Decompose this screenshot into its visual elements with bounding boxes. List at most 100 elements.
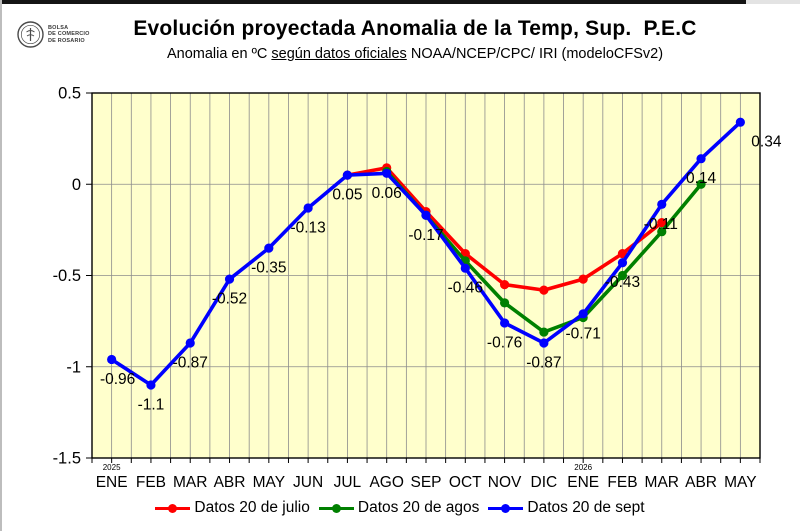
svg-text:ENE: ENE xyxy=(567,474,599,491)
svg-text:-0.5: -0.5 xyxy=(53,267,81,285)
svg-text:NOV: NOV xyxy=(488,474,522,491)
x-axis-labels: ENE FEB MAR ABR MAY JUN JUL AGO SEP OCT NOV DIC ENE F… xyxy=(96,474,757,491)
window-top-edge xyxy=(0,0,746,4)
svg-text:FEB: FEB xyxy=(136,474,166,491)
svg-text:-0.87: -0.87 xyxy=(526,355,561,372)
legend-item-agos: Datos 20 de agos xyxy=(318,499,480,517)
series-2-point xyxy=(499,318,510,328)
series-2-point xyxy=(185,338,195,348)
svg-text:MAR: MAR xyxy=(173,474,207,491)
subtitle-suffix: NOAA/NCEP/CPC/ IRI (modeloCFSv2) xyxy=(406,46,664,62)
svg-text:JUL: JUL xyxy=(334,474,362,491)
series-2 xyxy=(107,117,745,390)
series-2-point xyxy=(696,154,706,164)
grid-lines xyxy=(92,93,760,458)
year-labels: 2025 2026 xyxy=(103,463,593,472)
svg-text:ABR: ABR xyxy=(214,474,246,491)
legend-item-julio: Datos 20 de julio xyxy=(155,499,310,517)
legend-label-agos: Datos 20 de agos xyxy=(357,499,480,516)
window-left-edge xyxy=(0,0,2,531)
svg-text:DIC: DIC xyxy=(531,474,558,491)
svg-text:-0.87: -0.87 xyxy=(173,355,208,372)
series-2-point xyxy=(421,210,431,220)
series-1-point xyxy=(696,179,706,189)
y-axis-labels: 0.5 0 -0.5 -1 -1.5 xyxy=(53,85,81,468)
subtitle-prefix: Anomalia en ºC xyxy=(166,46,272,62)
svg-text:JUN: JUN xyxy=(293,474,323,491)
axis-ticks xyxy=(86,92,761,463)
legend-marker-line-sept xyxy=(488,503,524,513)
svg-text:-0.71: -0.71 xyxy=(566,325,601,342)
series-2-point xyxy=(342,170,353,180)
series-2-point xyxy=(146,380,156,390)
svg-text:-0.52: -0.52 xyxy=(212,291,247,308)
svg-text:-0.13: -0.13 xyxy=(290,219,325,236)
series-1-point xyxy=(499,298,510,308)
bcr-seal-icon xyxy=(17,21,44,48)
series-1-point xyxy=(617,270,628,281)
bcr-logo-text: BOLSA DE COMERCIO DE ROSARIO xyxy=(48,25,90,45)
legend-marker-line-julio xyxy=(155,503,191,513)
series-2-point xyxy=(735,117,745,127)
svg-text:MAY: MAY xyxy=(724,474,756,491)
series-0-point xyxy=(657,217,667,228)
series-1-point xyxy=(539,327,549,337)
svg-text:0.05: 0.05 xyxy=(332,187,362,204)
chart-title: Evolución proyectada Anomalia de la Temp… xyxy=(133,17,697,40)
svg-text:-1: -1 xyxy=(66,358,81,376)
svg-text:-1.1: -1.1 xyxy=(138,397,165,414)
svg-text:MAR: MAR xyxy=(645,474,679,491)
bcr-logo-line: DE ROSARIO xyxy=(48,37,85,44)
legend-item-sept: Datos 20 de sept xyxy=(488,499,645,517)
series-0-point xyxy=(578,274,588,284)
svg-text:MAY: MAY xyxy=(253,474,285,491)
svg-text:0.14: 0.14 xyxy=(686,170,717,187)
window-top-edge-end xyxy=(746,0,800,4)
bcr-logo: BOLSA DE COMERCIO DE ROSARIO xyxy=(17,21,90,48)
svg-text:-0.35: -0.35 xyxy=(251,260,286,277)
series-2-point xyxy=(460,263,470,273)
svg-text:FEB: FEB xyxy=(607,474,637,491)
svg-text:-0.96: -0.96 xyxy=(100,371,135,388)
legend-label-julio: Datos 20 de julio xyxy=(194,499,310,516)
svg-text:-0.17: -0.17 xyxy=(408,227,443,244)
svg-text:-0.43: -0.43 xyxy=(605,274,640,291)
legend-marker-dot-julio xyxy=(168,503,178,513)
svg-text:-1.5: -1.5 xyxy=(53,450,81,468)
svg-text:ENE: ENE xyxy=(96,474,128,491)
svg-text:SEP: SEP xyxy=(410,474,441,491)
subtitle-underlined: según datos oficiales xyxy=(271,46,407,62)
series-2-point xyxy=(264,243,274,253)
series-0-point xyxy=(539,285,549,295)
svg-text:-0.11: -0.11 xyxy=(644,216,678,233)
legend-label-sept: Datos 20 de sept xyxy=(527,499,645,516)
series-0-point xyxy=(499,280,510,290)
svg-text:AGO: AGO xyxy=(369,474,403,491)
series-2-point xyxy=(303,203,313,213)
legend-marker-line-agos xyxy=(318,503,354,513)
series-2-point xyxy=(382,168,392,178)
series-2-point xyxy=(107,354,117,365)
svg-text:-0.46: -0.46 xyxy=(448,280,483,297)
svg-text:0: 0 xyxy=(72,176,81,194)
series-2-point xyxy=(224,274,235,284)
svg-text:OCT: OCT xyxy=(449,474,482,491)
svg-text:-0.76: -0.76 xyxy=(487,334,522,351)
legend-marker-dot-sept xyxy=(501,503,511,513)
svg-text:2025: 2025 xyxy=(103,463,121,472)
legend-marker-dot-agos xyxy=(331,503,341,513)
series-0-point xyxy=(617,249,628,259)
series-2-point xyxy=(578,309,588,319)
svg-text:0.06: 0.06 xyxy=(372,185,402,202)
chart-legend: Datos 20 de julio Datos 20 de agos Datos… xyxy=(0,497,800,519)
bcr-logo-line: DE COMERCIO xyxy=(48,31,90,38)
series-1-point xyxy=(657,227,667,237)
bcr-logo-line: BOLSA xyxy=(48,24,69,31)
series-2-point xyxy=(617,258,628,268)
svg-text:2026: 2026 xyxy=(574,463,592,472)
svg-text:0.34: 0.34 xyxy=(751,134,782,151)
svg-text:ABR: ABR xyxy=(685,474,717,491)
series-2-point xyxy=(657,199,667,209)
series-2-point xyxy=(539,338,549,348)
